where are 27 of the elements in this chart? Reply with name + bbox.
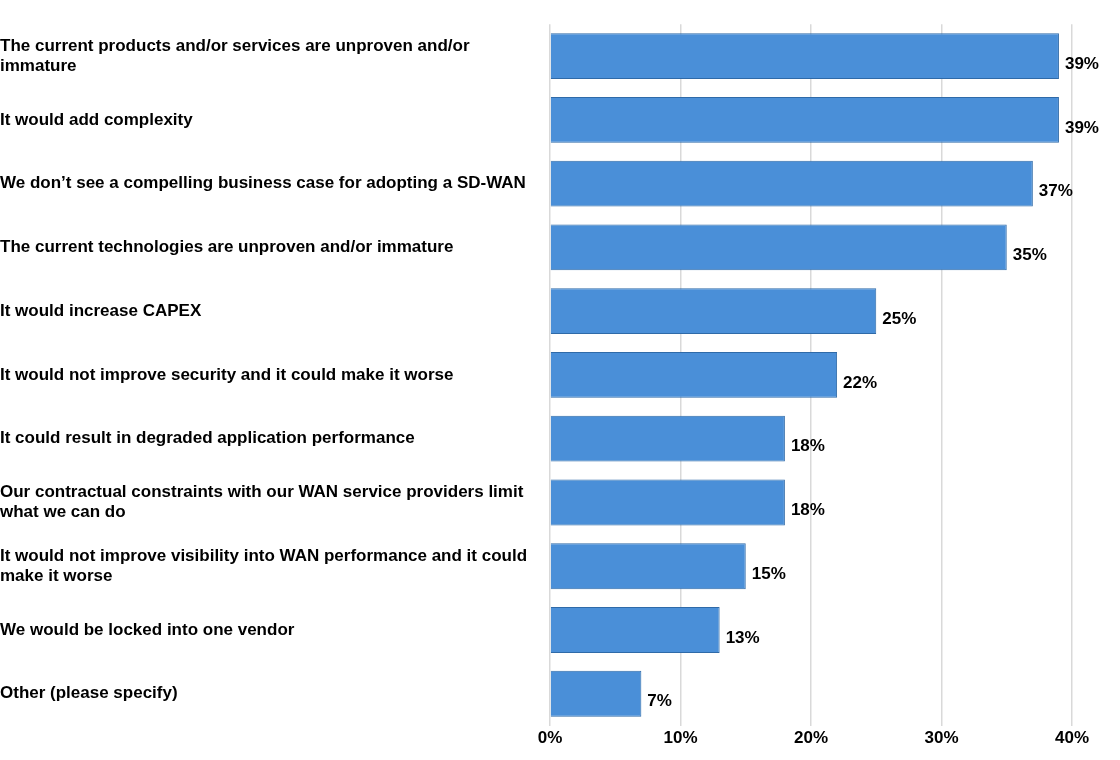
data-label: 18% (790, 436, 825, 456)
data-label: 15% (751, 563, 786, 583)
y-tick-label: The current products and/or services are unproven and/or immature (0, 35, 470, 75)
y-tick-label: Other (please specify) (0, 683, 178, 703)
data-label: 7% (647, 691, 672, 711)
data-label: 39% (1064, 53, 1099, 73)
data-label: 35% (1012, 245, 1047, 265)
x-tick-label: 20% (793, 728, 829, 748)
x-tick-label: 0% (537, 728, 563, 748)
y-tick-label: We don’t see a compelling business case for adopting a SD-WAN (0, 173, 526, 193)
x-tick-label: 30% (924, 728, 959, 748)
y-tick-label: It would not improve visibility into WAN performance and it could make it worse (0, 545, 528, 586)
data-label: 22% (843, 372, 878, 392)
y-tick-label: It would not improve security and it could make it worse (0, 364, 454, 384)
y-tick-label: Our contractual constraints with our WAN service providers limit what we can do (0, 481, 524, 522)
y-tick-label: It could result in degraded application performance (0, 428, 415, 448)
data-label: 39% (1064, 117, 1099, 137)
x-tick-label: 10% (663, 728, 698, 748)
data-label: 37% (1038, 181, 1073, 201)
x-tick-label: 40% (1054, 728, 1090, 748)
y-tick-label: It would add complexity (0, 109, 194, 129)
y-tick-label: It would increase CAPEX (0, 300, 202, 320)
y-tick-label: The current technologies are unproven and/or immature (0, 237, 454, 257)
data-label: 25% (882, 308, 917, 328)
y-tick-label: We would be locked into one vendor (0, 619, 295, 639)
data-label: 13% (725, 627, 760, 647)
data-label: 18% (790, 500, 825, 520)
